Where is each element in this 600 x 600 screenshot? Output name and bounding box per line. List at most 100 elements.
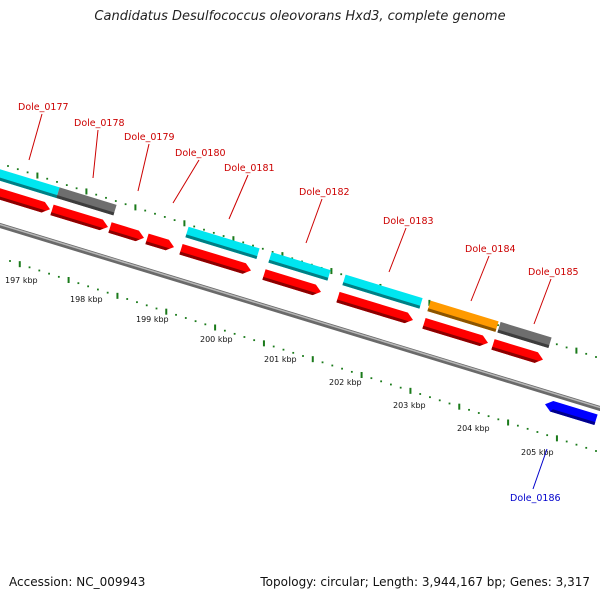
forward-gene-arrow-body <box>262 269 321 296</box>
leader-line <box>92 129 99 179</box>
tick-label: 202 kbp <box>329 378 362 387</box>
forward-gene-arrow-shadow <box>179 251 247 274</box>
leader-line <box>470 255 490 302</box>
inner-minor-tick <box>399 386 402 389</box>
feature-group <box>0 168 598 426</box>
forward-gene-arrow-shadow <box>145 241 170 251</box>
forward-gene-arrow-body <box>336 291 413 324</box>
top-track-feature-shadow <box>342 282 421 309</box>
outer-minor-tick <box>212 231 215 234</box>
inner-major-tick <box>165 308 168 315</box>
top-track-feature-body <box>0 168 60 198</box>
forward-gene-arrow-body <box>422 318 488 347</box>
forward-gene-arrow <box>145 233 174 251</box>
top-track-feature-body <box>268 252 331 281</box>
forward-gene-arrow <box>0 187 50 213</box>
inner-minor-tick <box>497 418 500 421</box>
top-track-feature-body <box>427 300 499 332</box>
tick-label: 198 kbp <box>70 295 103 304</box>
inner-minor-tick <box>145 304 148 307</box>
gene-label: Dole_0182 <box>299 187 350 198</box>
outer-minor-tick <box>271 251 274 253</box>
inner-minor-tick <box>184 317 187 319</box>
inner-minor-tick <box>302 355 304 357</box>
top-track-feature <box>0 168 60 198</box>
inner-minor-tick <box>155 307 158 310</box>
inner-major-tick <box>555 435 558 442</box>
tick-label: 200 kbp <box>200 335 233 344</box>
gene-label: Dole_0179 <box>124 132 175 143</box>
outer-minor-tick <box>565 346 568 349</box>
tick-label: 201 kbp <box>264 355 297 364</box>
outer-minor-tick <box>595 356 597 358</box>
tick-label: 197 kbp <box>5 276 38 285</box>
outer-minor-tick <box>585 352 588 355</box>
top-track-feature <box>268 252 331 281</box>
top-track-feature-shadow <box>56 195 115 216</box>
inner-minor-tick <box>468 408 470 411</box>
forward-gene-arrow <box>108 222 145 242</box>
outer-minor-tick <box>65 184 68 186</box>
outer-minor-tick <box>203 228 205 231</box>
outer-minor-tick <box>16 168 19 171</box>
outer-minor-tick <box>46 177 49 180</box>
inner-major-tick <box>214 324 217 331</box>
inner-major-tick <box>458 403 461 410</box>
forward-gene-arrow <box>336 291 413 324</box>
top-track-feature-body <box>497 321 552 349</box>
outer-minor-tick <box>222 235 225 237</box>
map-title: Candidatus Desulfococcus oleovorans Hxd3… <box>94 9 506 24</box>
inner-minor-tick <box>253 339 256 342</box>
inner-minor-tick <box>438 399 441 402</box>
inner-minor-tick <box>136 301 138 304</box>
top-track-feature <box>185 226 260 259</box>
inner-minor-tick <box>87 285 90 288</box>
inner-minor-tick <box>57 275 60 278</box>
top-track-feature-shadow <box>497 329 550 349</box>
inner-minor-tick <box>565 440 568 443</box>
top-track-feature <box>342 274 423 309</box>
outer-major-tick <box>232 236 235 243</box>
inner-minor-tick <box>292 351 295 354</box>
inner-minor-tick <box>526 427 529 430</box>
inner-minor-tick <box>516 424 519 427</box>
leader-line <box>28 113 43 161</box>
gene-label: Dole_0183 <box>383 216 434 227</box>
inner-minor-tick <box>585 446 588 449</box>
inner-major-tick <box>116 292 119 299</box>
gene-label: Dole_0180 <box>175 148 226 159</box>
inner-minor-tick <box>350 370 353 373</box>
top-track-feature-body <box>342 274 423 309</box>
forward-gene-arrow <box>179 243 252 274</box>
top-track-feature <box>56 187 117 216</box>
top-track-feature-shadow <box>185 234 258 259</box>
outer-minor-tick <box>7 165 9 167</box>
inner-major-tick <box>311 356 314 363</box>
inner-minor-tick <box>536 431 539 433</box>
top-track-feature-body <box>185 226 260 259</box>
outer-minor-tick <box>124 203 127 206</box>
inner-minor-tick <box>419 393 422 395</box>
outer-minor-tick <box>173 219 176 222</box>
backbone-highlight <box>0 223 600 409</box>
inner-minor-tick <box>272 345 275 348</box>
inner-minor-tick <box>194 320 197 323</box>
inner-minor-tick <box>38 269 41 272</box>
leader-line <box>305 198 323 244</box>
inner-minor-tick <box>77 282 80 285</box>
top-track-feature-shadow <box>268 259 329 281</box>
forward-gene-arrow <box>50 204 108 231</box>
leader-line <box>388 227 407 273</box>
outer-minor-tick <box>75 187 78 190</box>
gene-label: Dole_0177 <box>18 102 69 113</box>
leader-line <box>172 159 200 204</box>
gene-label: Dole_0184 <box>465 244 516 255</box>
reverse-gene-arrow-shadow <box>550 409 596 426</box>
inner-minor-tick <box>341 367 343 370</box>
outer-major-tick <box>330 268 333 275</box>
inner-minor-tick <box>575 443 578 446</box>
inner-minor-tick <box>48 272 50 275</box>
leader-line-group <box>28 113 552 490</box>
tick-label: 203 kbp <box>393 401 426 410</box>
gene-label: Dole_0181 <box>224 163 275 174</box>
